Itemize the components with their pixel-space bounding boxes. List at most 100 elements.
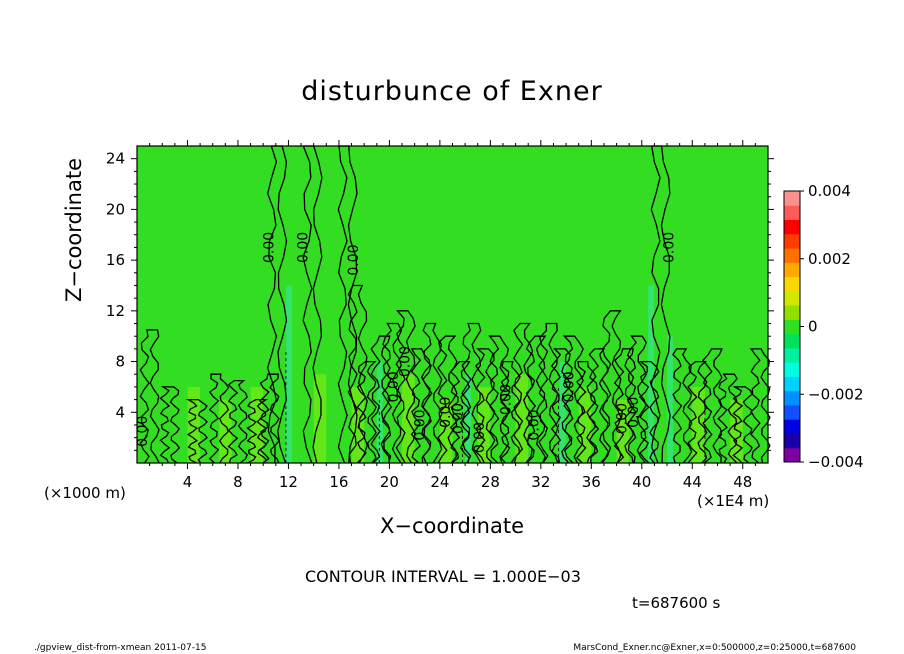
x-tick-label-4: 20	[380, 473, 399, 491]
contour-label-1: 0.00	[261, 232, 277, 263]
contour-line-0	[139, 329, 160, 464]
contour-line-6	[259, 373, 280, 464]
contour-label-14: 0.00	[626, 397, 642, 428]
x-axis-label: X−coordinate	[380, 514, 524, 538]
colorbar-segment-16	[784, 219, 800, 235]
colorbar-segment-12	[784, 276, 800, 292]
colorbar-segment-15	[784, 233, 800, 249]
time-label: t=687600 s	[632, 594, 721, 612]
colorbar-segment-7	[784, 347, 800, 363]
x-scale-label: (×1E4 m)	[697, 492, 770, 510]
contour-line-15	[410, 348, 432, 464]
colorbar-segment-5	[784, 376, 800, 392]
x-tick-label-3: 16	[329, 473, 348, 491]
negative-region-3	[559, 361, 566, 463]
contour-line-11	[356, 360, 377, 464]
contour-line-16	[422, 322, 443, 464]
chart-title: disturbunce of Exner	[301, 76, 603, 107]
contour-line-38	[717, 373, 738, 464]
contour-line-10	[347, 284, 368, 464]
x-tick-label-6: 28	[481, 473, 500, 491]
footer-script-info: ./gpview_dist-from-xmean 2011-07-15	[34, 643, 207, 653]
contour-label-9: 0.00	[472, 422, 488, 453]
x-tick-label-2: 12	[279, 473, 298, 491]
x-tick-label-5: 24	[430, 473, 449, 491]
contour-line-35	[671, 348, 693, 464]
surface-streak-6	[439, 399, 453, 463]
x-tick-label-0: 4	[183, 473, 193, 491]
colorbar-segment-4	[784, 390, 800, 406]
surface-streak-4	[351, 386, 365, 463]
surface-streak-8	[515, 374, 529, 463]
contour-line-40	[749, 348, 771, 464]
y-tick-label-0: 4	[115, 403, 125, 421]
surface-streak-11	[692, 386, 705, 463]
contour-line-32	[626, 335, 647, 464]
contour-label-13: 0.00	[615, 403, 631, 434]
x-tick-label-7: 32	[531, 473, 550, 491]
contour-line-26	[550, 348, 572, 464]
contour-line-29	[588, 348, 610, 464]
contour-label-5: 0.00	[398, 346, 414, 377]
x-tick-label-9: 40	[632, 473, 651, 491]
contour-label-7: 0.00	[438, 397, 454, 428]
y-tick-label-3: 16	[106, 251, 125, 269]
contour-line-28	[575, 360, 597, 464]
contour-line-4	[227, 379, 248, 464]
x-unit-label: (×1000 m)	[44, 484, 126, 502]
contour-line-20	[475, 348, 496, 464]
surface-streak-0	[187, 386, 201, 463]
colorbar-segment-6	[784, 362, 800, 377]
surface-streak-5	[402, 374, 415, 463]
colorbar-tick-label-3: −0.002	[808, 385, 864, 403]
colorbar-segment-1	[784, 433, 800, 449]
negative-region-0	[285, 285, 292, 463]
colorbar-segment-8	[784, 333, 800, 349]
contour-label-11: 0.00	[526, 409, 542, 440]
y-tick-label-2: 12	[106, 302, 125, 320]
contour-line-39	[732, 386, 753, 464]
y-tick-label-1: 8	[115, 353, 125, 371]
negative-region-5	[667, 336, 674, 463]
contour-line-21	[488, 335, 510, 464]
colorbar-tick-label-4: −0.004	[808, 453, 864, 471]
contour-label-8: 0.00	[451, 403, 467, 434]
footer-data-info: MarsCond_Exner.nc@Exner,x=0:500000,z=0:2…	[573, 643, 856, 653]
contour-line-1	[159, 386, 181, 464]
contour-line-25	[538, 322, 559, 464]
negative-region-2	[465, 374, 472, 463]
colorbar-segment-18	[784, 191, 800, 206]
negative-region-4	[648, 285, 655, 463]
contour-line-14	[395, 310, 416, 464]
colorbar-segment-11	[784, 290, 800, 306]
y-tick-label-5: 24	[106, 150, 125, 168]
y-tick-label-4: 20	[106, 200, 125, 218]
contour-line-31	[613, 348, 635, 464]
contour-line-30	[601, 310, 622, 464]
contour-line-33	[638, 360, 660, 464]
x-tick-label-1: 8	[233, 473, 243, 491]
contour-line-2	[185, 398, 208, 464]
x-tick-label-10: 44	[683, 473, 702, 491]
contour-line-37	[702, 348, 723, 464]
colorbar-segment-14	[784, 248, 800, 263]
colorbar-tick-label-2: 0	[808, 318, 818, 336]
colorbar-segment-13	[784, 262, 800, 278]
x-tick-label-8: 36	[582, 473, 601, 491]
contour-label-4: 0.00	[386, 371, 402, 402]
colorbar-tick-label-0: 0.004	[808, 182, 851, 200]
x-tick-label-11: 48	[733, 473, 752, 491]
contour-interval-text: CONTOUR INTERVAL = 1.000E−03	[305, 567, 581, 586]
colorbar-segment-17	[784, 205, 800, 221]
colorbar-segment-9	[784, 319, 800, 335]
colorbar-segment-0	[784, 447, 800, 463]
contour-line-3	[208, 373, 230, 464]
negative-region-1	[376, 361, 383, 463]
contour-line-23	[512, 322, 534, 464]
contour-label-2: 0.00	[295, 232, 311, 263]
colorbar-segment-3	[784, 404, 800, 420]
colorbar-segment-10	[784, 305, 800, 320]
contour-line-36	[687, 360, 708, 464]
colorbar-segment-2	[784, 419, 800, 434]
